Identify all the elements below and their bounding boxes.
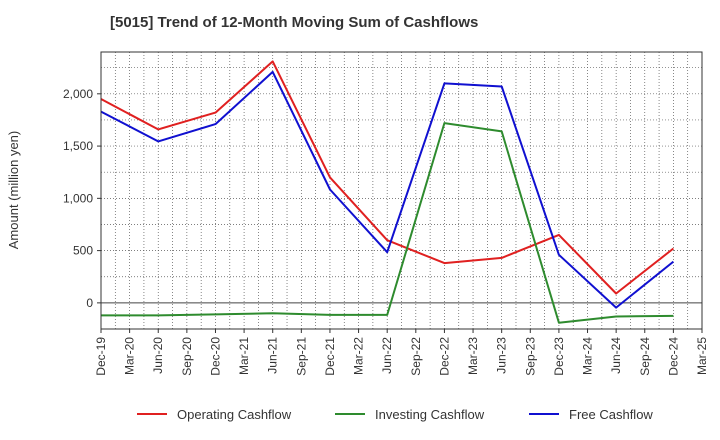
y-tick-label: 0 <box>86 296 93 310</box>
chart-title: [5015] Trend of 12-Month Moving Sum of C… <box>110 14 479 31</box>
grid-lines <box>101 52 702 329</box>
x-tick-label: Sep-20 <box>180 337 194 376</box>
x-tick-label: Dec-24 <box>666 337 680 376</box>
series-layer <box>100 60 675 324</box>
y-tick-label: 500 <box>73 244 93 258</box>
series-line-free-cashflow <box>100 70 675 309</box>
x-tick-label: Jun-20 <box>151 337 165 374</box>
x-tick-label: Sep-22 <box>409 337 423 376</box>
x-tick-label: Mar-21 <box>237 337 251 375</box>
x-tick-label: Jun-23 <box>495 337 509 374</box>
x-tick-label: Sep-23 <box>523 337 537 376</box>
series-line-investing-cashflow <box>101 122 674 324</box>
legend-label-investing-cashflow: Investing Cashflow <box>375 407 485 422</box>
x-tick-label: Jun-22 <box>380 337 394 374</box>
x-tick-label: Dec-23 <box>552 337 566 376</box>
x-tick-label: Dec-21 <box>323 337 337 376</box>
legend-label-operating-cashflow: Operating Cashflow <box>177 407 292 422</box>
x-tick-label: Mar-25 <box>695 337 709 375</box>
x-tick-label: Sep-24 <box>638 337 652 376</box>
x-tick-label: Mar-24 <box>581 337 595 375</box>
x-tick-label: Dec-20 <box>208 337 222 376</box>
plot-border <box>100 51 703 330</box>
y-tick-label: 1,000 <box>63 191 93 205</box>
legend-label-free-cashflow: Free Cashflow <box>569 407 653 422</box>
legend: Operating Cashflow Investing Cashflow Free… <box>137 407 653 422</box>
x-tick-label: Sep-21 <box>294 337 308 376</box>
x-tick-label: Dec-22 <box>437 337 451 376</box>
x-axis-ticks: Dec-19 Mar-20 Jun-20 Sep-20 Dec-20 Mar-21 Jun-… <box>94 329 709 376</box>
x-tick-label: Dec-19 <box>94 337 108 376</box>
y-tick-label: 1,500 <box>63 139 93 153</box>
x-tick-label: Mar-22 <box>352 337 366 375</box>
y-axis-label: Amount (million yen) <box>6 131 21 250</box>
y-axis-ticks: 0 500 1,000 1,500 2,000 <box>63 87 101 310</box>
x-tick-label: Jun-21 <box>266 337 280 374</box>
series-line-operating-cashflow <box>100 60 675 295</box>
x-tick-label: Mar-20 <box>123 337 137 375</box>
x-tick-label: Mar-23 <box>466 337 480 375</box>
y-tick-label: 2,000 <box>63 87 93 101</box>
x-tick-label: Jun-24 <box>609 337 623 374</box>
